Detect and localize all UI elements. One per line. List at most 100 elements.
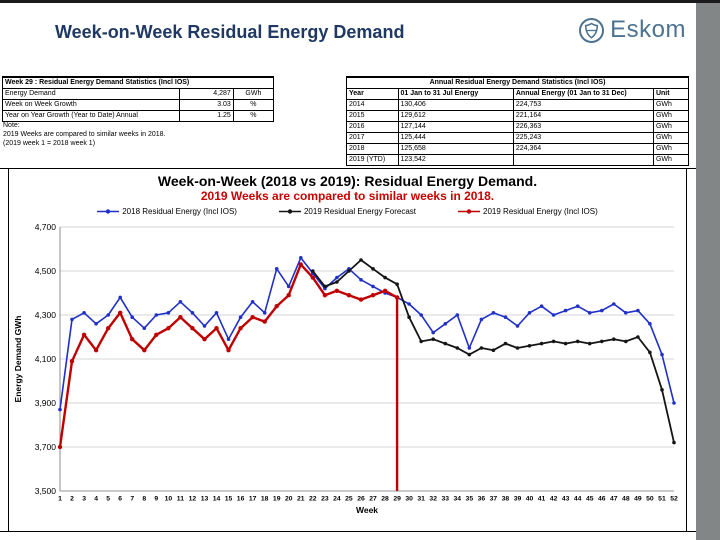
table-header-row: Annual Residual Energy Demand Statistics… bbox=[346, 76, 689, 89]
series-marker bbox=[382, 275, 387, 280]
series-marker bbox=[189, 326, 195, 331]
series-marker bbox=[226, 337, 230, 341]
series-marker bbox=[117, 310, 122, 315]
annual-stats-table-body: 2014 130,406 224,753 GWh 2015 129,612 221,164 G… bbox=[346, 99, 690, 166]
x-tick-label: 23 bbox=[321, 496, 329, 503]
stat-unit: GWh bbox=[232, 88, 275, 100]
unit-cell: GWh bbox=[652, 154, 690, 166]
x-axis-title: Week bbox=[355, 505, 377, 515]
x-tick-label: 17 bbox=[248, 496, 256, 503]
series-marker bbox=[575, 304, 579, 308]
series-marker bbox=[201, 337, 207, 342]
x-tick-label: 3 bbox=[82, 496, 86, 503]
series-marker bbox=[671, 440, 676, 445]
chart-title: Week-on-Week (2018 vs 2019): Residual En… bbox=[157, 173, 538, 189]
window-top-edge bbox=[0, 0, 720, 3]
series-marker bbox=[599, 308, 604, 313]
jul-energy-cell: 125,658 bbox=[397, 143, 514, 155]
series-marker bbox=[455, 346, 459, 350]
table-row: 2019 (YTD) 123,542 GWh bbox=[346, 154, 690, 166]
x-tick-label: 11 bbox=[176, 496, 183, 503]
series-marker bbox=[659, 352, 664, 357]
series-marker bbox=[430, 330, 435, 335]
series-marker bbox=[225, 348, 231, 353]
x-tick-label: 18 bbox=[260, 496, 268, 503]
year-cell: 2014 bbox=[346, 99, 399, 111]
series-marker bbox=[286, 284, 291, 289]
series-marker bbox=[165, 326, 171, 331]
x-tick-label: 22 bbox=[309, 496, 317, 503]
right-gray-rail bbox=[696, 0, 720, 540]
x-tick-label: 40 bbox=[525, 496, 533, 503]
stat-label: Year on Year Growth (Year to Date) Annua… bbox=[2, 110, 180, 122]
y-tick-label: 4,700 bbox=[34, 222, 56, 232]
table-row: Energy Demand 4,287 GWh bbox=[2, 88, 275, 100]
column-header: Annual Energy (01 Jan to 31 Dec) bbox=[512, 88, 654, 100]
note-lines: 2019 Weeks are compared to similar weeks… bbox=[3, 130, 166, 148]
chart-subtitle: 2019 Weeks are compared to similar weeks… bbox=[200, 189, 495, 203]
annual-energy-cell: 224,753 bbox=[512, 99, 654, 111]
x-tick-label: 12 bbox=[188, 496, 196, 503]
series-marker bbox=[370, 284, 375, 289]
series-marker bbox=[298, 256, 303, 260]
note-line: 2019 Weeks are compared to similar weeks… bbox=[3, 131, 166, 138]
series-marker bbox=[455, 313, 459, 317]
page-title: Week-on-Week Residual Energy Demand bbox=[55, 22, 405, 42]
series-marker bbox=[394, 295, 399, 300]
series-marker bbox=[57, 407, 62, 412]
series-marker bbox=[623, 339, 628, 344]
x-tick-label: 16 bbox=[236, 496, 244, 503]
annual-energy-cell: 221,164 bbox=[512, 110, 654, 122]
series-marker bbox=[238, 315, 242, 319]
series-marker bbox=[358, 297, 363, 302]
x-tick-label: 36 bbox=[477, 496, 485, 503]
x-tick-label: 10 bbox=[164, 496, 172, 503]
series-marker bbox=[418, 339, 423, 344]
week-stats-table-body: Energy Demand 4,287 GWh Week on Week Growth… bbox=[2, 88, 275, 122]
series-line bbox=[58, 263, 398, 491]
series-marker bbox=[563, 341, 567, 346]
series-marker bbox=[214, 311, 218, 315]
x-tick-label: 26 bbox=[357, 496, 365, 503]
year-cell: 2018 bbox=[346, 143, 399, 155]
unit-cell: GWh bbox=[652, 143, 690, 155]
table-row: 2016 127,144 226,363 GWh bbox=[346, 121, 690, 133]
x-tick-label: 49 bbox=[634, 496, 642, 503]
series-marker bbox=[599, 339, 604, 344]
x-tick-label: 2 bbox=[70, 496, 74, 503]
series-marker bbox=[358, 258, 363, 262]
unit-cell: GWh bbox=[652, 110, 690, 122]
year-cell: 2017 bbox=[346, 132, 399, 144]
series-marker bbox=[671, 401, 676, 405]
x-tick-label: 8 bbox=[142, 496, 146, 503]
annual-energy-cell: 224,364 bbox=[512, 143, 654, 155]
series-marker bbox=[563, 308, 567, 313]
series-marker bbox=[346, 293, 351, 298]
series-marker bbox=[623, 311, 628, 315]
unit-cell: GWh bbox=[652, 99, 690, 111]
series-marker bbox=[467, 346, 471, 350]
series-marker bbox=[659, 388, 664, 392]
x-tick-label: 13 bbox=[200, 496, 208, 503]
table-row: Year on Year Growth (Year to Date) Annua… bbox=[2, 110, 275, 122]
x-tick-label: 30 bbox=[405, 496, 413, 503]
x-tick-label: 42 bbox=[549, 496, 557, 503]
x-tick-label: 19 bbox=[272, 496, 280, 503]
series-marker bbox=[635, 335, 640, 339]
series-marker bbox=[575, 339, 579, 344]
x-tick-label: 21 bbox=[297, 496, 305, 503]
series-marker bbox=[57, 444, 62, 450]
week-stats-table: Week 29 : Residual Energy Demand Statist… bbox=[2, 76, 275, 122]
table-columns-row: Year 01 Jan to 31 Jul Energy Annual Energy… bbox=[346, 88, 690, 100]
series-marker bbox=[539, 341, 543, 346]
series-marker bbox=[154, 313, 158, 317]
series-marker bbox=[551, 339, 555, 344]
stat-unit: % bbox=[232, 99, 275, 111]
series-marker bbox=[406, 315, 411, 319]
series-marker bbox=[69, 317, 74, 322]
column-header: Year bbox=[346, 88, 399, 100]
x-tick-label: 25 bbox=[345, 496, 353, 503]
table-row: 2018 125,658 224,364 GWh bbox=[346, 143, 690, 155]
series-marker bbox=[322, 284, 327, 289]
y-axis-title: Energy Demand GWh bbox=[13, 316, 23, 403]
